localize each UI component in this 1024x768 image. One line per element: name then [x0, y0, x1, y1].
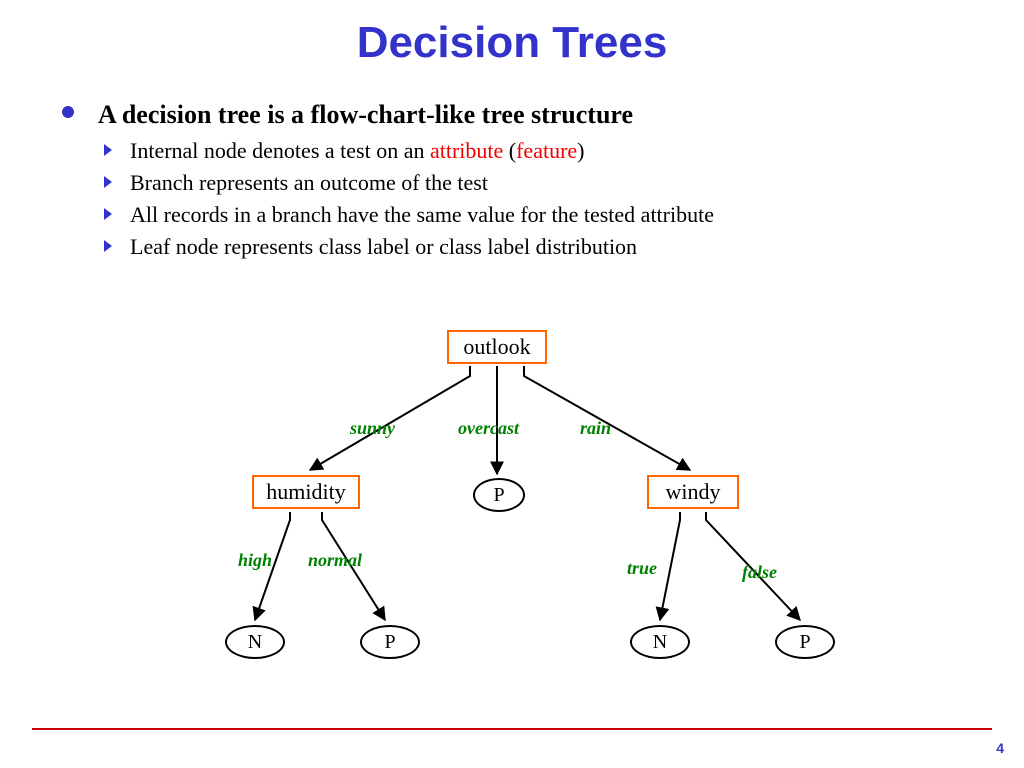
- edge-label-true: true: [627, 558, 657, 579]
- edge-label-sunny: sunny: [350, 418, 395, 439]
- edge-label-normal: normal: [308, 550, 362, 571]
- footer-divider: [32, 728, 992, 730]
- edge-label-false: false: [742, 562, 777, 583]
- tree-edge-labels: sunny overcast rain high normal true false: [0, 0, 1024, 768]
- edge-label-high: high: [238, 550, 272, 571]
- slide: Decision Trees A decision tree is a flow…: [0, 0, 1024, 768]
- page-number: 4: [996, 740, 1004, 756]
- edge-label-rain: rain: [580, 418, 611, 439]
- edge-label-overcast: overcast: [458, 418, 519, 439]
